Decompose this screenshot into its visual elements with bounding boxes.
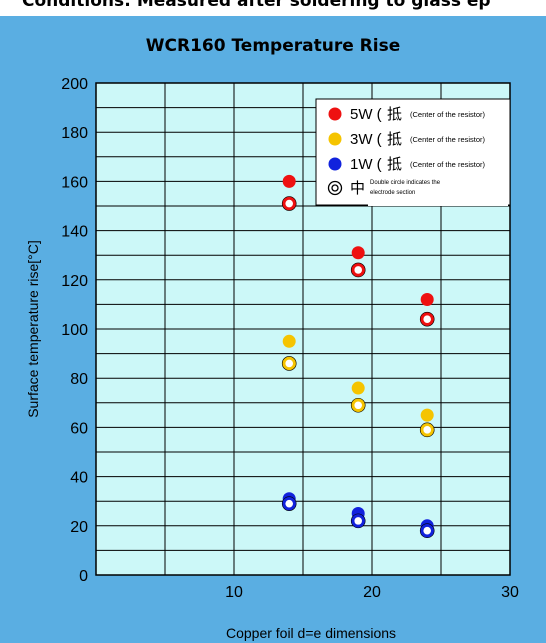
x-tick-label: 30 xyxy=(501,584,519,601)
data-point-double-inner xyxy=(354,401,363,410)
legend-label: 中 xyxy=(350,180,365,197)
data-point-double-inner xyxy=(423,315,432,323)
x-tick-label: 20 xyxy=(363,584,381,601)
legend-marker-double-inner xyxy=(331,184,339,192)
data-point-double-inner xyxy=(354,517,363,525)
legend-glyph: 抵 xyxy=(387,156,402,173)
legend-label: 3W ( xyxy=(350,131,382,148)
y-tick-label: 20 xyxy=(70,519,88,536)
y-tick-label: 40 xyxy=(70,470,88,487)
chart-title: WCR160 Temperature Rise xyxy=(146,36,401,56)
data-point xyxy=(351,381,365,395)
legend-note: (Center of the resistor) xyxy=(410,160,486,169)
data-point xyxy=(282,334,296,348)
legend-note: (Center of the resistor) xyxy=(410,110,486,119)
data-point-double-inner xyxy=(354,266,363,274)
legend-glyph: 抵 xyxy=(387,131,402,148)
data-point-double-inner xyxy=(423,426,432,434)
legend-marker xyxy=(328,132,342,146)
y-axis-label: Surface temperature rise[°C] xyxy=(25,240,41,418)
y-tick-label: 100 xyxy=(61,322,88,339)
data-point-double-inner xyxy=(285,359,294,368)
y-tick-label: 160 xyxy=(61,174,88,191)
y-tick-label: 200 xyxy=(61,76,88,93)
chart: WCR160 Temperature Rise 0 20 40 60 80 100 120 1… xyxy=(25,36,519,641)
y-tick-label: 60 xyxy=(70,420,88,437)
legend-note: (Center of the resistor) xyxy=(410,135,486,144)
legend-note-box xyxy=(368,164,508,206)
legend-label: 1W ( xyxy=(350,156,382,173)
legend-note-line: Double circle indicates the xyxy=(370,180,441,186)
legend-note-line: electrode section xyxy=(370,190,415,196)
y-tick-label: 120 xyxy=(61,273,88,290)
y-tick-label: 0 xyxy=(79,568,88,585)
y-tick-label: 180 xyxy=(61,125,88,142)
page-caption: Conditions: Measured after soldering to … xyxy=(22,0,491,11)
y-tick-label: 140 xyxy=(61,224,88,241)
legend-marker xyxy=(328,107,342,121)
data-point-double-inner xyxy=(285,499,294,508)
data-point-double-inner xyxy=(423,526,432,535)
data-point xyxy=(420,408,434,422)
legend-marker xyxy=(328,157,342,171)
data-point xyxy=(420,292,434,306)
x-tick-label: 10 xyxy=(225,584,243,601)
legend-label: 5W ( xyxy=(350,106,382,123)
legend-glyph: 抵 xyxy=(387,106,402,123)
chart-panel: WCR160 Temperature Rise 0 20 40 60 80 100 120 1… xyxy=(0,16,546,643)
x-axis-label: Copper foil d=e dimensions xyxy=(226,625,396,641)
data-point-double-inner xyxy=(285,199,294,208)
data-point xyxy=(351,246,365,260)
y-tick-label: 80 xyxy=(70,371,88,388)
data-point xyxy=(282,174,296,188)
